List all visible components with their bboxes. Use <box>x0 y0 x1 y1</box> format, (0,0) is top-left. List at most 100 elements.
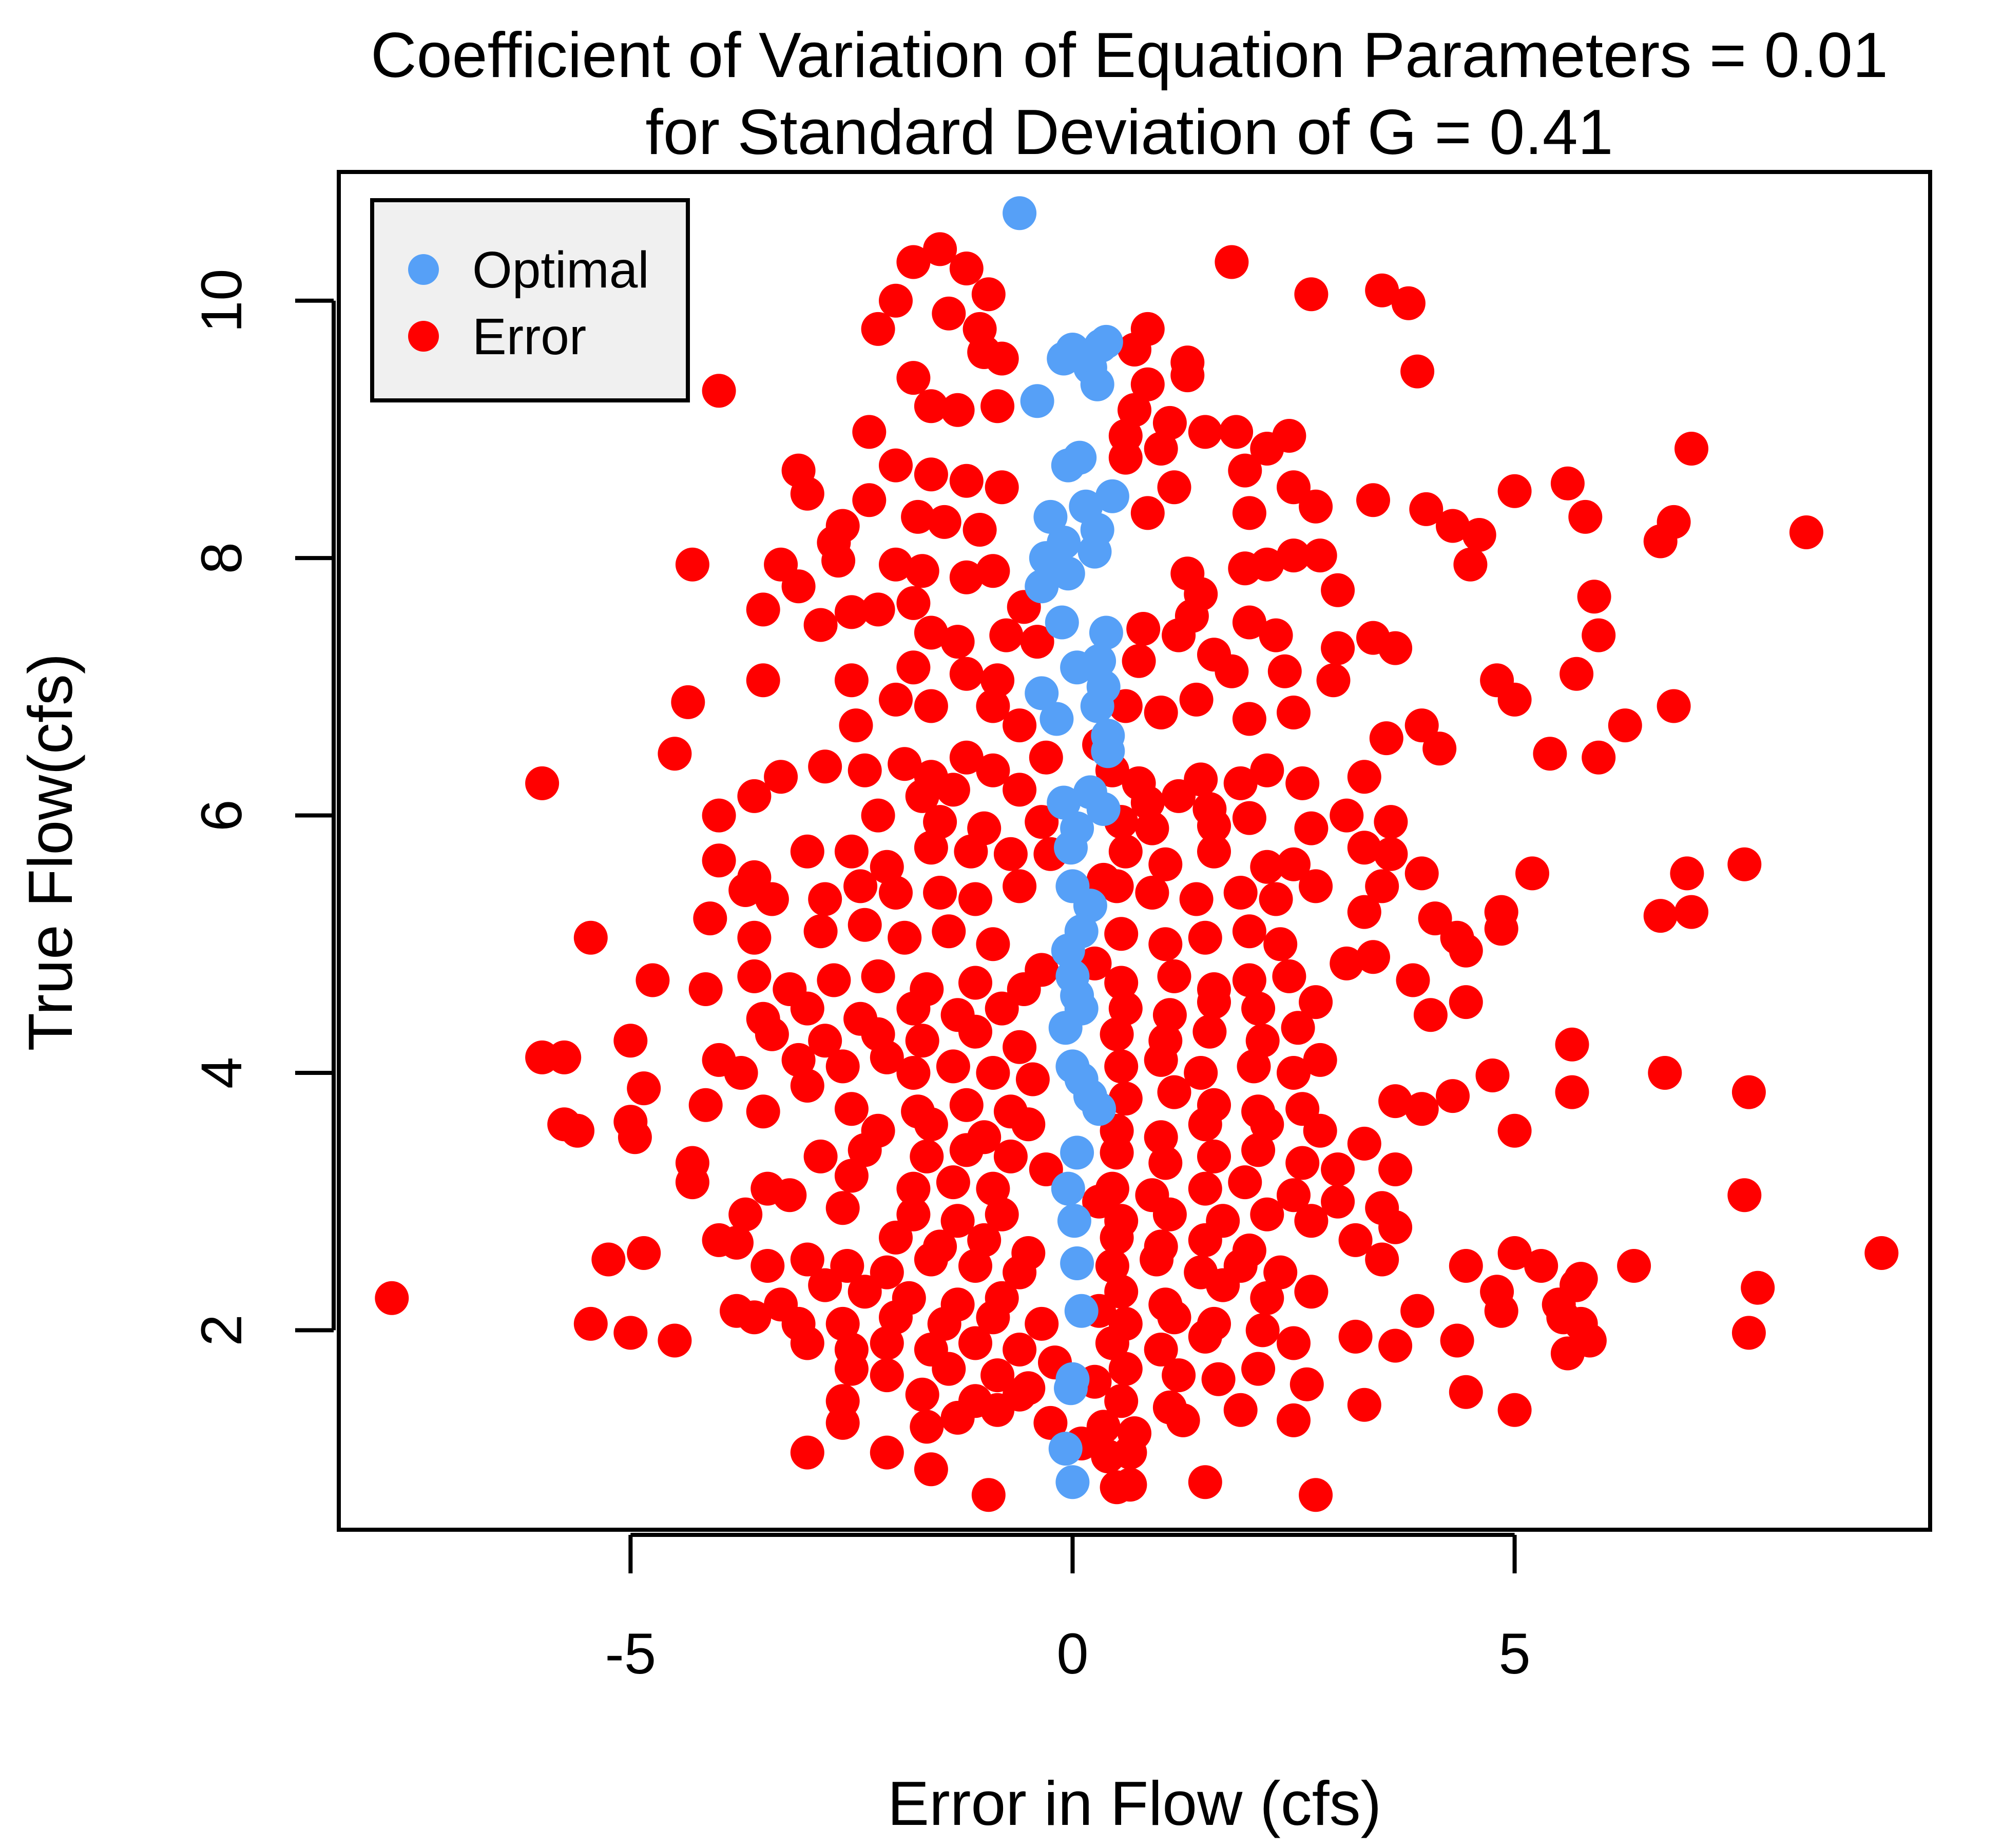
error-point-258 <box>1100 1017 1134 1051</box>
error-point-180 <box>1374 837 1408 871</box>
y-axis: 2 4 6 8 10 <box>189 268 336 1346</box>
error-point-375 <box>1140 1242 1174 1277</box>
error-point-441 <box>1162 1358 1196 1393</box>
error-point-78 <box>1453 547 1488 582</box>
error-point-64 <box>821 544 856 578</box>
error-point-346 <box>940 1204 975 1238</box>
error-point-452 <box>825 1406 860 1440</box>
optimal-point-22 <box>1060 650 1094 685</box>
optimal-point-30 <box>1047 785 1081 820</box>
error-point-255 <box>905 1024 939 1058</box>
error-point-65 <box>675 547 709 582</box>
y-tick-label: 8 <box>189 542 254 574</box>
error-point-103 <box>834 663 869 698</box>
error-point-352 <box>1294 1204 1329 1238</box>
chart-subtitle: for Standard Deviation of G = 0.41 <box>645 97 1613 168</box>
error-point-54 <box>1436 509 1470 543</box>
error-point-216 <box>1188 920 1222 955</box>
error-point-473 <box>1113 1468 1147 1502</box>
error-point-274 <box>1104 1049 1139 1084</box>
error-point-378 <box>1263 1255 1298 1289</box>
error-point-10 <box>1400 354 1435 389</box>
error-point-321 <box>1148 1146 1183 1180</box>
error-point-125 <box>1369 721 1403 756</box>
error-point-110 <box>1316 663 1351 698</box>
error-point-75 <box>1277 538 1311 573</box>
optimal-point-31 <box>1086 792 1121 826</box>
error-point-438 <box>932 1352 966 1386</box>
error-point-244 <box>1108 991 1143 1026</box>
error-point-236 <box>1356 940 1390 974</box>
error-point-121 <box>1144 696 1178 729</box>
error-point-355 <box>720 1225 754 1260</box>
error-point-358 <box>967 1223 1002 1257</box>
error-point-151 <box>1130 785 1165 820</box>
error-point-169 <box>834 834 869 869</box>
error-point-349 <box>1152 1197 1187 1231</box>
optimal-point-37 <box>1051 933 1085 968</box>
error-point-432 <box>1440 1323 1474 1358</box>
error-point-90 <box>1582 618 1616 652</box>
error-point-405 <box>825 1306 860 1341</box>
error-point-7 <box>1294 277 1329 312</box>
error-point-270 <box>870 1040 904 1074</box>
error-point-223 <box>737 959 772 993</box>
error-point-396 <box>1206 1268 1240 1302</box>
error-point-205 <box>1674 895 1708 929</box>
error-point-51 <box>1232 496 1266 530</box>
error-point-262 <box>1281 1011 1315 1045</box>
error-point-285 <box>688 1088 723 1122</box>
x-tick-label: 0 <box>1056 1622 1088 1686</box>
error-point-190 <box>923 876 957 910</box>
y-axis-label: True Flow(cfs) <box>15 653 85 1051</box>
error-point-146 <box>764 760 798 794</box>
error-point-322 <box>1197 1139 1231 1173</box>
error-point-486 <box>1082 1184 1116 1219</box>
error-point-30 <box>852 415 887 449</box>
error-point-465 <box>870 1435 904 1470</box>
error-point-436 <box>834 1352 869 1386</box>
error-point-147 <box>737 779 772 813</box>
error-point-253 <box>808 1024 842 1058</box>
error-point-301 <box>618 1120 652 1154</box>
error-point-176 <box>1197 834 1231 869</box>
error-point-124 <box>1277 696 1311 729</box>
error-point-291 <box>1157 1075 1191 1109</box>
error-point-158 <box>1025 805 1059 839</box>
error-point-316 <box>848 1133 882 1167</box>
error-point-70 <box>949 560 984 594</box>
error-point-222 <box>688 972 723 1006</box>
error-point-309 <box>1144 1120 1178 1154</box>
error-point-451 <box>1223 1393 1258 1427</box>
error-point-435 <box>1550 1336 1585 1371</box>
error-point-74 <box>1250 547 1284 582</box>
error-point-345 <box>896 1197 931 1231</box>
error-point-93 <box>1321 631 1355 665</box>
error-point-199 <box>1347 895 1381 929</box>
error-point-114 <box>1657 689 1691 723</box>
error-point-79 <box>746 592 780 627</box>
error-point-77 <box>1321 573 1355 607</box>
error-point-197 <box>1259 882 1293 916</box>
error-point-196 <box>1223 876 1258 910</box>
error-point-94 <box>914 615 948 650</box>
error-point-437 <box>870 1358 904 1393</box>
error-point-431 <box>1378 1329 1413 1363</box>
error-point-368 <box>790 1242 824 1277</box>
error-point-314 <box>1497 1113 1532 1148</box>
error-point-88 <box>1259 618 1293 652</box>
legend-label-optimal: Optimal <box>472 241 649 299</box>
error-point-469 <box>1188 1465 1222 1499</box>
error-point-195 <box>1179 882 1214 916</box>
error-point-127 <box>1422 732 1457 766</box>
error-point-80 <box>803 608 838 642</box>
error-point-280 <box>1475 1058 1510 1092</box>
error-point-214 <box>1104 917 1139 951</box>
error-point-260 <box>1192 1014 1227 1049</box>
error-point-23 <box>940 393 975 427</box>
optimal-point-7 <box>1020 384 1054 418</box>
optimal-point-25 <box>1080 689 1114 723</box>
error-point-374 <box>1095 1249 1129 1283</box>
error-point-69 <box>905 554 939 588</box>
